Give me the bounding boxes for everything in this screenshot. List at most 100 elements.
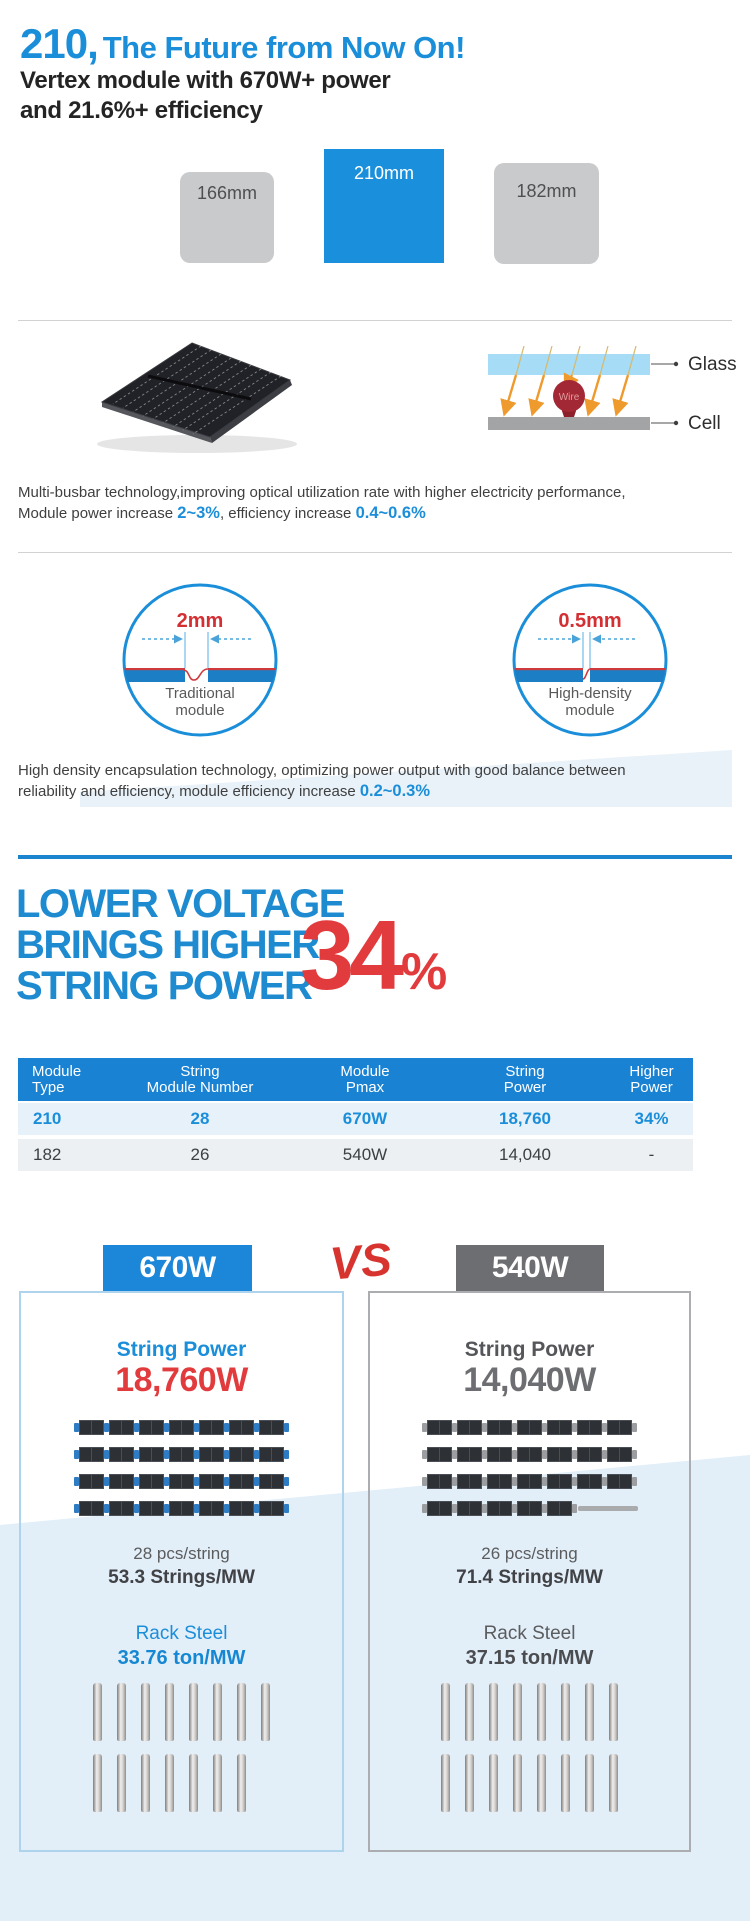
wire-circle bbox=[553, 380, 585, 412]
solar-module bbox=[229, 1474, 254, 1489]
strings-per-mw-left: 53.3 Strings/MW bbox=[108, 1567, 255, 1588]
solar-module bbox=[229, 1420, 254, 1435]
solar-module bbox=[139, 1474, 164, 1489]
string-power-value-left: 18,760W bbox=[115, 1361, 248, 1399]
table-row-210: 210 28 670W 18,760 34% bbox=[18, 1103, 693, 1135]
panel-string-row bbox=[21, 1447, 342, 1462]
steel-rod bbox=[609, 1683, 618, 1741]
panel-strings-left bbox=[21, 1420, 342, 1528]
rack-steel-value-right: 37.15 ton/MW bbox=[465, 1647, 594, 1669]
solar-module bbox=[427, 1474, 452, 1489]
busbar-text-line2-mid: , efficiency increase bbox=[219, 505, 356, 522]
rack-steel-rods-left bbox=[21, 1683, 342, 1825]
solar-module bbox=[79, 1474, 104, 1489]
pcs-per-string-right: 26 pcs/string bbox=[481, 1544, 578, 1563]
title-text: The Future from Now On! bbox=[102, 30, 466, 65]
steel-rod bbox=[93, 1683, 102, 1741]
rack-steel-rods-right bbox=[370, 1683, 689, 1825]
solar-module bbox=[486, 1501, 512, 1516]
solar-module bbox=[229, 1447, 254, 1462]
steel-rod bbox=[441, 1754, 450, 1812]
steel-rod bbox=[165, 1683, 174, 1741]
solar-module bbox=[517, 1447, 542, 1462]
blue-section-divider bbox=[18, 855, 732, 859]
steel-rod bbox=[213, 1683, 222, 1741]
solar-module bbox=[547, 1420, 572, 1435]
traditional-module-label: Traditional module bbox=[165, 685, 235, 719]
table-header-module-pmax: Module Pmax bbox=[340, 1062, 390, 1096]
solar-module bbox=[426, 1501, 452, 1516]
rack-steel-label-right: Rack Steel bbox=[483, 1623, 576, 1644]
gap-value-high-density: 0.5mm bbox=[558, 610, 622, 632]
card-670w: String Power 18,760W 28 pcs/string 53.3 … bbox=[19, 1291, 344, 1852]
solar-module bbox=[139, 1447, 164, 1462]
solar-module bbox=[457, 1474, 482, 1489]
steel-rod bbox=[465, 1754, 474, 1812]
strings-per-mw-right: 71.4 Strings/MW bbox=[456, 1567, 603, 1588]
steel-rod bbox=[585, 1754, 594, 1812]
panel-string-row bbox=[21, 1474, 342, 1489]
string-power-label-left: String Power bbox=[116, 1338, 247, 1361]
table-header-row: Module Type String Module Number Module Pma… bbox=[18, 1058, 693, 1101]
section-divider-2 bbox=[18, 552, 732, 553]
wafer-210mm: 210mm bbox=[324, 149, 444, 263]
solar-module bbox=[109, 1501, 134, 1516]
solar-module bbox=[607, 1447, 632, 1462]
steel-rod bbox=[489, 1754, 498, 1812]
card-header-540w: 540W bbox=[456, 1245, 604, 1291]
solar-module bbox=[199, 1420, 224, 1435]
vs-graphic: VS bbox=[327, 1232, 394, 1290]
solar-module bbox=[607, 1420, 632, 1435]
page-title: 210, The Future from Now On! bbox=[20, 20, 465, 68]
subtitle: Vertex module with 670W+ power and 21.6%… bbox=[20, 66, 391, 126]
steel-rod bbox=[117, 1754, 126, 1812]
solar-module bbox=[487, 1447, 512, 1462]
steel-rod bbox=[237, 1754, 246, 1812]
steel-rod bbox=[489, 1683, 498, 1741]
solar-module bbox=[547, 1474, 572, 1489]
gap-arrows bbox=[142, 634, 251, 644]
wafer-182mm: 182mm bbox=[494, 163, 599, 264]
solar-module bbox=[109, 1474, 134, 1489]
solar-module bbox=[139, 1420, 164, 1435]
solar-module bbox=[109, 1447, 134, 1462]
solar-module bbox=[487, 1420, 512, 1435]
solar-module bbox=[259, 1447, 284, 1462]
panel-string-row bbox=[370, 1420, 689, 1435]
steel-rod bbox=[585, 1683, 594, 1741]
steel-rod bbox=[261, 1683, 270, 1741]
solar-module bbox=[79, 1501, 104, 1516]
pcs-per-string-left: 28 pcs/string bbox=[133, 1544, 230, 1563]
solar-module bbox=[229, 1501, 254, 1516]
busbar-highlight-1: 2~3% bbox=[177, 504, 220, 522]
wafer-182mm-label: 182mm bbox=[516, 181, 577, 201]
busbar-highlight-2: 0.4~0.6% bbox=[355, 504, 426, 522]
gap-arrows bbox=[538, 634, 635, 644]
panel-string-row bbox=[370, 1474, 689, 1489]
table-header-module-type: Module Type bbox=[32, 1062, 82, 1096]
subtitle-line1: Vertex module with 670W+ power bbox=[20, 67, 391, 94]
steel-rod bbox=[441, 1683, 450, 1741]
busbar-text-line2: Module power increase bbox=[18, 505, 178, 522]
title-number: 210, bbox=[20, 20, 99, 67]
solar-module bbox=[547, 1447, 572, 1462]
solar-module bbox=[427, 1447, 452, 1462]
solar-module bbox=[487, 1474, 512, 1489]
solar-module-photo bbox=[97, 342, 297, 453]
table-header-string-module-number: String Module Number bbox=[146, 1062, 254, 1096]
table-header-higher-power: Higher Power bbox=[629, 1062, 674, 1096]
rack-steel-label-left: Rack Steel bbox=[135, 1623, 228, 1644]
empty-rail bbox=[577, 1506, 638, 1511]
steel-rod bbox=[93, 1754, 102, 1812]
rack-steel-row bbox=[93, 1754, 270, 1812]
solar-module bbox=[199, 1501, 224, 1516]
solar-module bbox=[139, 1501, 164, 1516]
wafer-210mm-label: 210mm bbox=[353, 163, 415, 183]
higher-power-percentage: 34 % bbox=[300, 906, 447, 1004]
cell-bar bbox=[488, 417, 650, 430]
solar-module bbox=[516, 1501, 542, 1516]
gap-value-traditional: 2mm bbox=[176, 610, 224, 632]
multi-busbar-diagram: Wire bbox=[488, 346, 679, 430]
solar-module bbox=[169, 1447, 194, 1462]
wafer-166mm: 166mm bbox=[180, 172, 274, 263]
